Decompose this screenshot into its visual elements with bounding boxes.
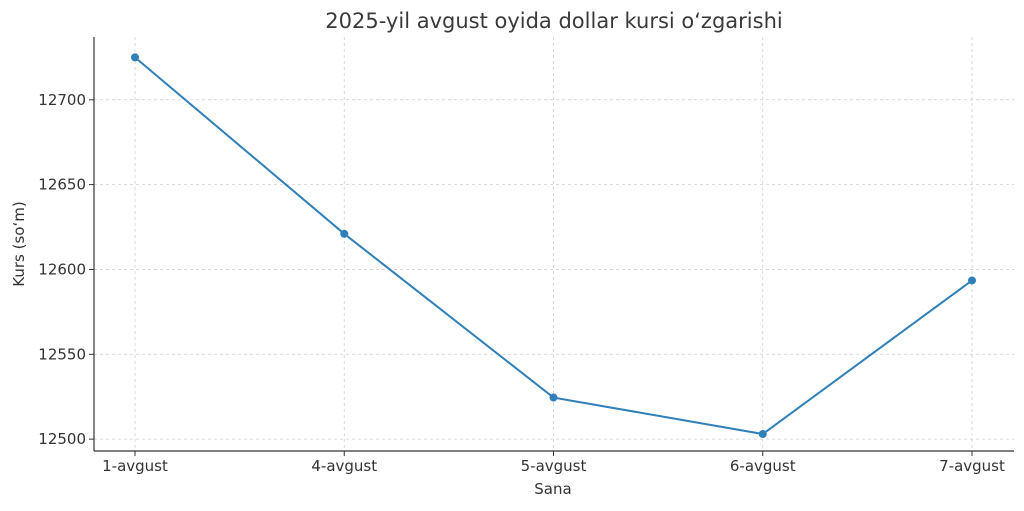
y-tick-label: 12550 — [38, 345, 86, 363]
x-axis-label: Sana — [534, 480, 571, 498]
x-tick-label: 7-avgust — [939, 457, 1005, 475]
chart-title: 2025-yil avgust oyida dollar kursi o‘zga… — [325, 9, 782, 33]
series — [131, 53, 976, 439]
y-tick-label: 12700 — [38, 91, 86, 109]
data-point — [131, 53, 139, 62]
y-axis-label: Kurs (so‘m) — [10, 201, 28, 286]
series-line — [134, 56, 973, 436]
data-point — [968, 276, 976, 285]
data-point — [340, 229, 349, 238]
x-tick-label: 1-avgust — [102, 457, 168, 475]
data-point — [758, 430, 767, 439]
ticks: 1-avgust 4-avgust 5-avgust 6-avgust 7-avgust… — [38, 91, 1005, 475]
y-tick-label: 12600 — [38, 260, 86, 278]
grid — [94, 37, 1014, 451]
x-tick-label: 6-avgust — [730, 457, 796, 475]
axes — [93, 37, 1014, 452]
x-tick-label: 4-avgust — [311, 457, 377, 475]
x-tick-label: 5-avgust — [521, 457, 587, 475]
y-tick-label: 12500 — [38, 430, 86, 448]
y-tick-label: 12650 — [38, 176, 86, 194]
data-point — [549, 393, 558, 402]
